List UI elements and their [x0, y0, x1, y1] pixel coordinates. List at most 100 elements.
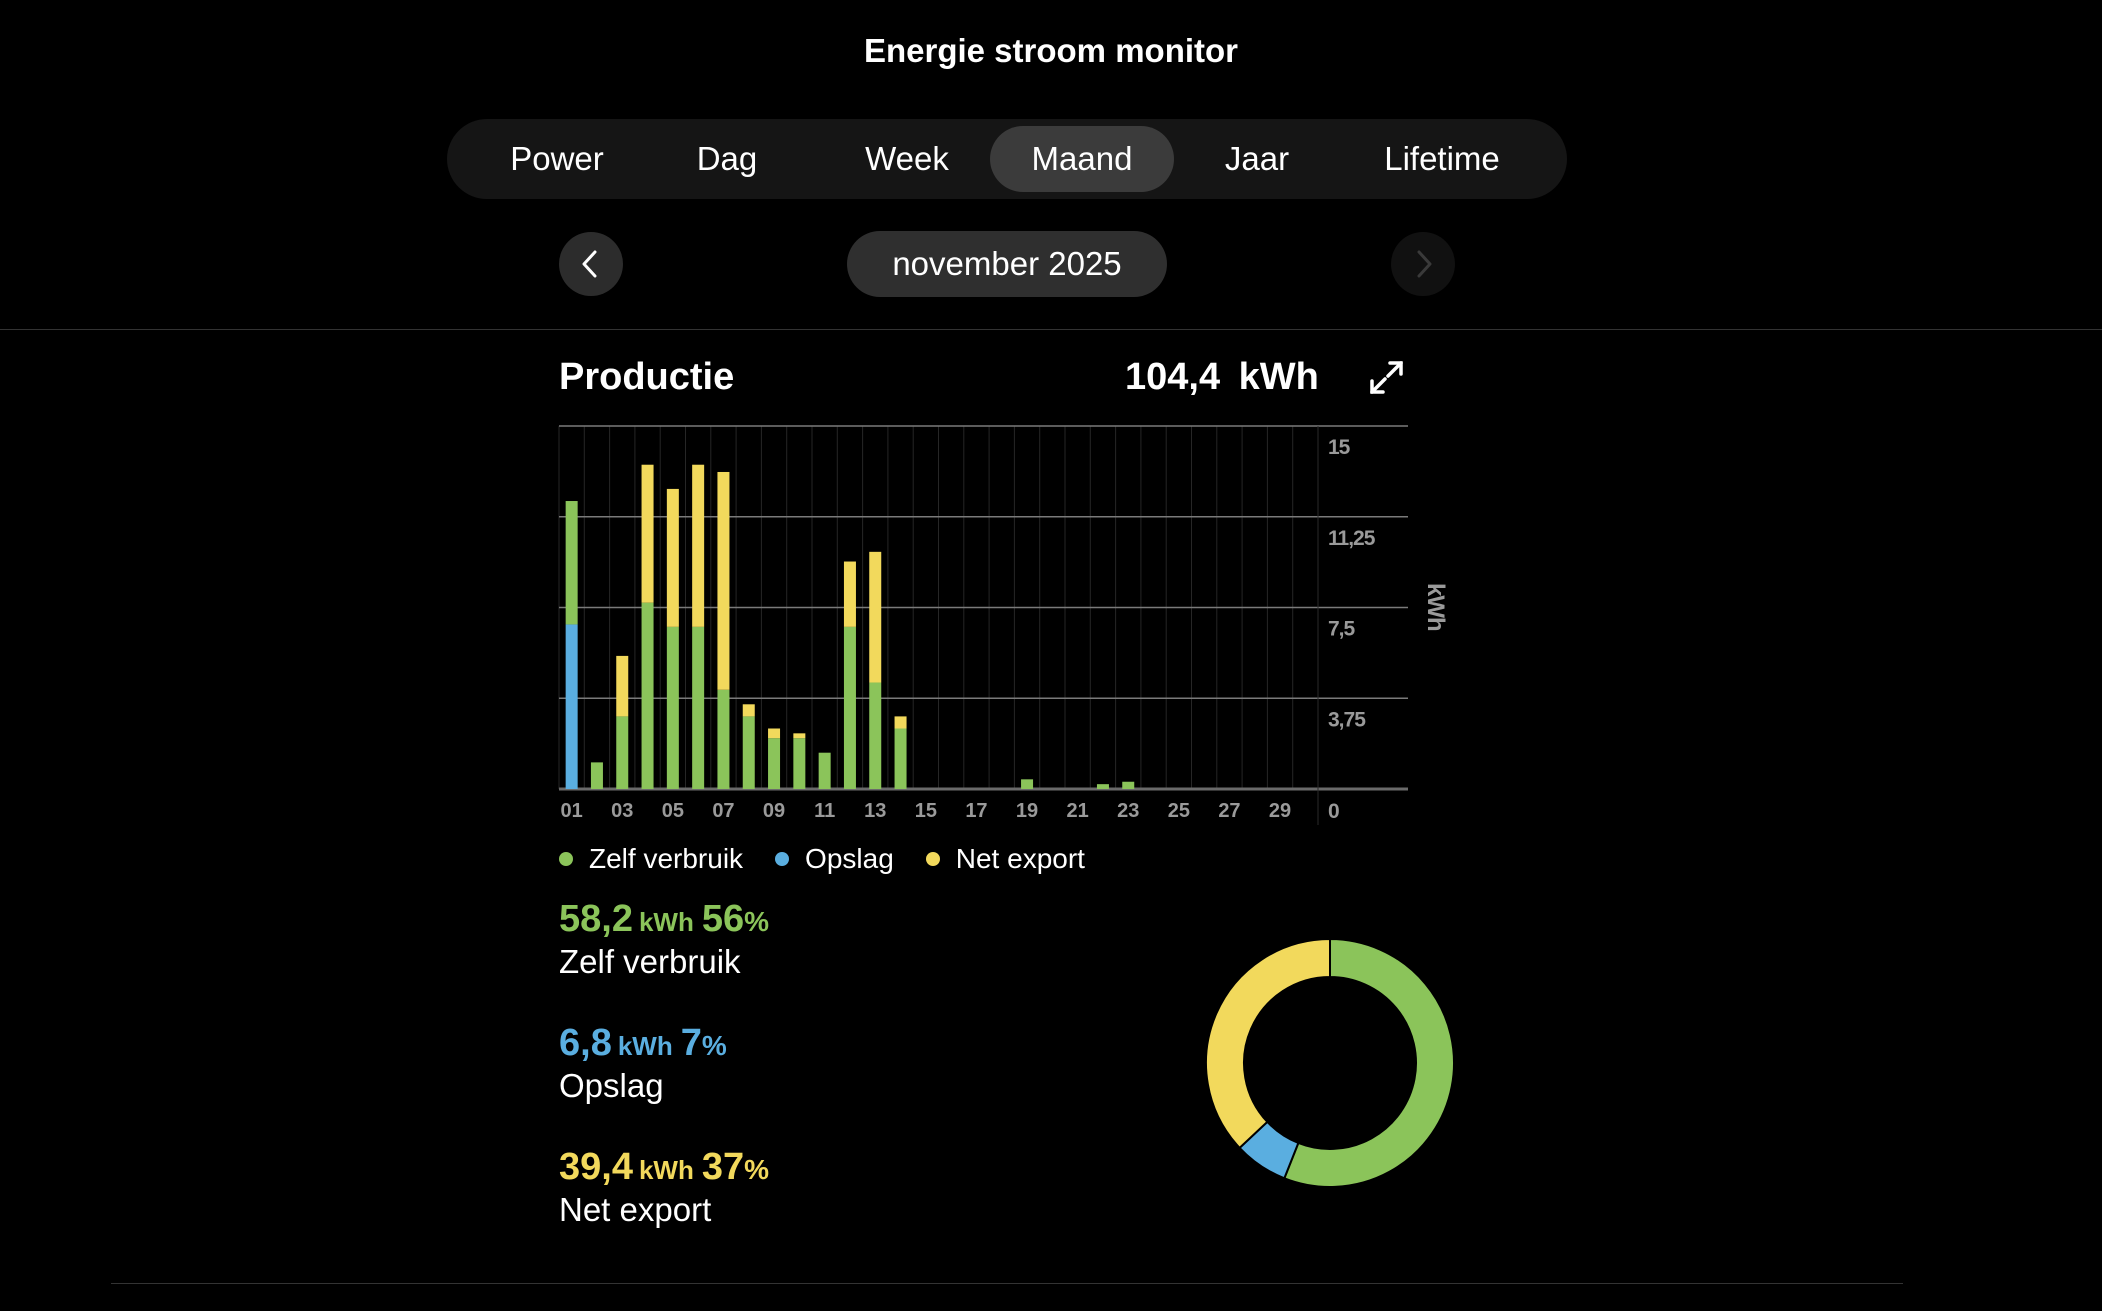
x-tick-label: 01: [561, 800, 583, 822]
y-tick-label: 3,75: [1328, 708, 1366, 731]
bar-segment-net-export: [768, 728, 781, 739]
bar-segment-zelf-verbruik: [590, 762, 603, 789]
stat-self-pct: 56%: [702, 898, 769, 940]
chart-legend: Zelf verbruik Opslag Net export: [559, 843, 1117, 875]
chevron-right-icon: [1417, 250, 1432, 278]
stat-storage-values: 6,8 kWh 7%: [559, 1022, 727, 1065]
bar-segment-net-export: [666, 488, 679, 627]
x-tick-label: 15: [915, 800, 937, 822]
bar-segment-net-export: [843, 561, 856, 627]
next-period-button[interactable]: [1391, 232, 1455, 296]
stat-self-pct-sign: %: [744, 906, 770, 937]
bar-segment-zelf-verbruik: [641, 602, 654, 789]
stat-self-values: 58,2 kWh 56%: [559, 898, 769, 941]
stat-storage-label: Opslag: [559, 1067, 664, 1104]
tab-lifetime[interactable]: Lifetime: [1384, 140, 1500, 177]
stat-storage: 6,8 kWh 7% Opslag: [559, 1022, 727, 1105]
chevron-left-icon: [582, 250, 597, 278]
period-tabs: Power Dag Week Maand Jaar Lifetime: [447, 119, 1567, 199]
tab-dag[interactable]: Dag: [696, 140, 758, 177]
stat-storage-pct-value: 7: [680, 1022, 702, 1064]
x-tick-label: 09: [763, 800, 785, 822]
x-tick-label: 21: [1067, 800, 1089, 822]
bar-segment-zelf-verbruik: [894, 728, 907, 789]
bar-segment-zelf-verbruik: [768, 738, 781, 789]
legend-item-export: Net export: [925, 843, 1085, 875]
y-tick-label: 15: [1328, 436, 1351, 459]
tab-maand[interactable]: Maand: [990, 126, 1174, 192]
bar-segment-net-export: [742, 704, 755, 717]
x-tick-label: 07: [712, 800, 734, 822]
legend-dot-self: [559, 852, 573, 866]
y-tick-label: 11,25: [1328, 527, 1376, 550]
donut-slice-zelf-verbruik: [1283, 937, 1455, 1188]
stat-export-pct: 37%: [702, 1146, 769, 1188]
stat-self-kwh: 58,2: [559, 898, 633, 940]
tab-week[interactable]: Week: [865, 140, 949, 177]
bar-segment-zelf-verbruik: [565, 501, 578, 625]
distribution-donut-chart: [1205, 937, 1455, 1188]
y-tick-label: 7,5: [1328, 618, 1356, 641]
legend-label-storage: Opslag: [805, 843, 894, 874]
bar-segment-zelf-verbruik: [843, 626, 856, 789]
stat-export-unit: kWh: [638, 1155, 694, 1185]
legend-item-self: Zelf verbruik: [559, 843, 743, 875]
app-title: Energie stroom monitor: [863, 32, 1239, 69]
production-title: Productie: [559, 356, 735, 398]
stat-self-pct-value: 56: [701, 898, 745, 940]
x-tick-label: 27: [1218, 800, 1240, 822]
bar-segment-net-export: [641, 464, 654, 603]
x-tick-label: 05: [662, 800, 684, 822]
bar-segment-net-export: [717, 471, 730, 690]
bar-segment-opslag: [565, 624, 578, 789]
stat-self-unit: kWh: [638, 907, 694, 937]
legend-dot-export: [925, 852, 940, 866]
divider: [0, 329, 2102, 330]
legend-dot-storage: [775, 852, 790, 866]
stat-export-label: Net export: [559, 1191, 712, 1228]
bar-segment-zelf-verbruik: [616, 716, 629, 789]
expand-icon[interactable]: [1364, 356, 1408, 405]
donut-slice-net-export: [1205, 937, 1331, 1150]
x-tick-label: 19: [1016, 800, 1038, 822]
period-label[interactable]: november 2025: [847, 231, 1167, 297]
previous-period-button[interactable]: [559, 232, 623, 296]
bar-segment-zelf-verbruik: [793, 738, 806, 789]
legend-item-storage: Opslag: [775, 843, 894, 875]
y-axis-label: kWh: [1422, 583, 1449, 631]
bar-segment-net-export: [894, 716, 907, 729]
stat-storage-pct-sign: %: [701, 1030, 727, 1061]
bar-segment-zelf-verbruik: [818, 752, 831, 789]
stat-self-consumption: 58,2 kWh 56% Zelf verbruik: [559, 898, 769, 981]
stat-export-kwh: 39,4: [559, 1146, 633, 1188]
stat-storage-unit: kWh: [617, 1031, 673, 1061]
production-total: 104,4 kWh: [1125, 356, 1319, 398]
tab-power[interactable]: Power: [510, 140, 604, 177]
bar-segment-zelf-verbruik: [1096, 784, 1109, 789]
bar-segment-net-export: [692, 464, 705, 627]
bar-segment-zelf-verbruik: [1021, 779, 1034, 789]
bar-segment-net-export: [793, 733, 806, 739]
legend-label-export: Net export: [955, 843, 1085, 874]
x-tick-label: 11: [814, 800, 835, 822]
bar-segment-zelf-verbruik: [666, 626, 679, 789]
stat-self-label: Zelf verbruik: [559, 943, 741, 980]
divider: [111, 1283, 1903, 1284]
x-tick-label: 13: [864, 800, 886, 822]
stat-export-pct-sign: %: [744, 1154, 770, 1185]
bar-segment-zelf-verbruik: [869, 682, 882, 789]
stat-storage-kwh: 6,8: [559, 1022, 612, 1064]
x-tick-label: 03: [611, 800, 633, 822]
stat-net-export: 39,4 kWh 37% Net export: [559, 1146, 769, 1229]
tab-jaar[interactable]: Jaar: [1224, 140, 1290, 177]
bar-segment-zelf-verbruik: [717, 689, 730, 789]
bar-segment-net-export: [869, 551, 882, 683]
bar-segment-net-export: [616, 655, 629, 717]
bar-segment-zelf-verbruik: [692, 626, 705, 789]
x-tick-label: 17: [965, 800, 987, 822]
bar-segment-zelf-verbruik: [742, 716, 755, 789]
stat-storage-pct: 7%: [681, 1022, 727, 1064]
x-tick-label: 25: [1168, 800, 1190, 822]
stat-export-pct-value: 37: [701, 1146, 745, 1188]
production-bar-chart: 0 3,75 7,5 11,25 15 kWh 01 03 05 07 09 11 13 15 17 19 21…: [558, 425, 1449, 825]
